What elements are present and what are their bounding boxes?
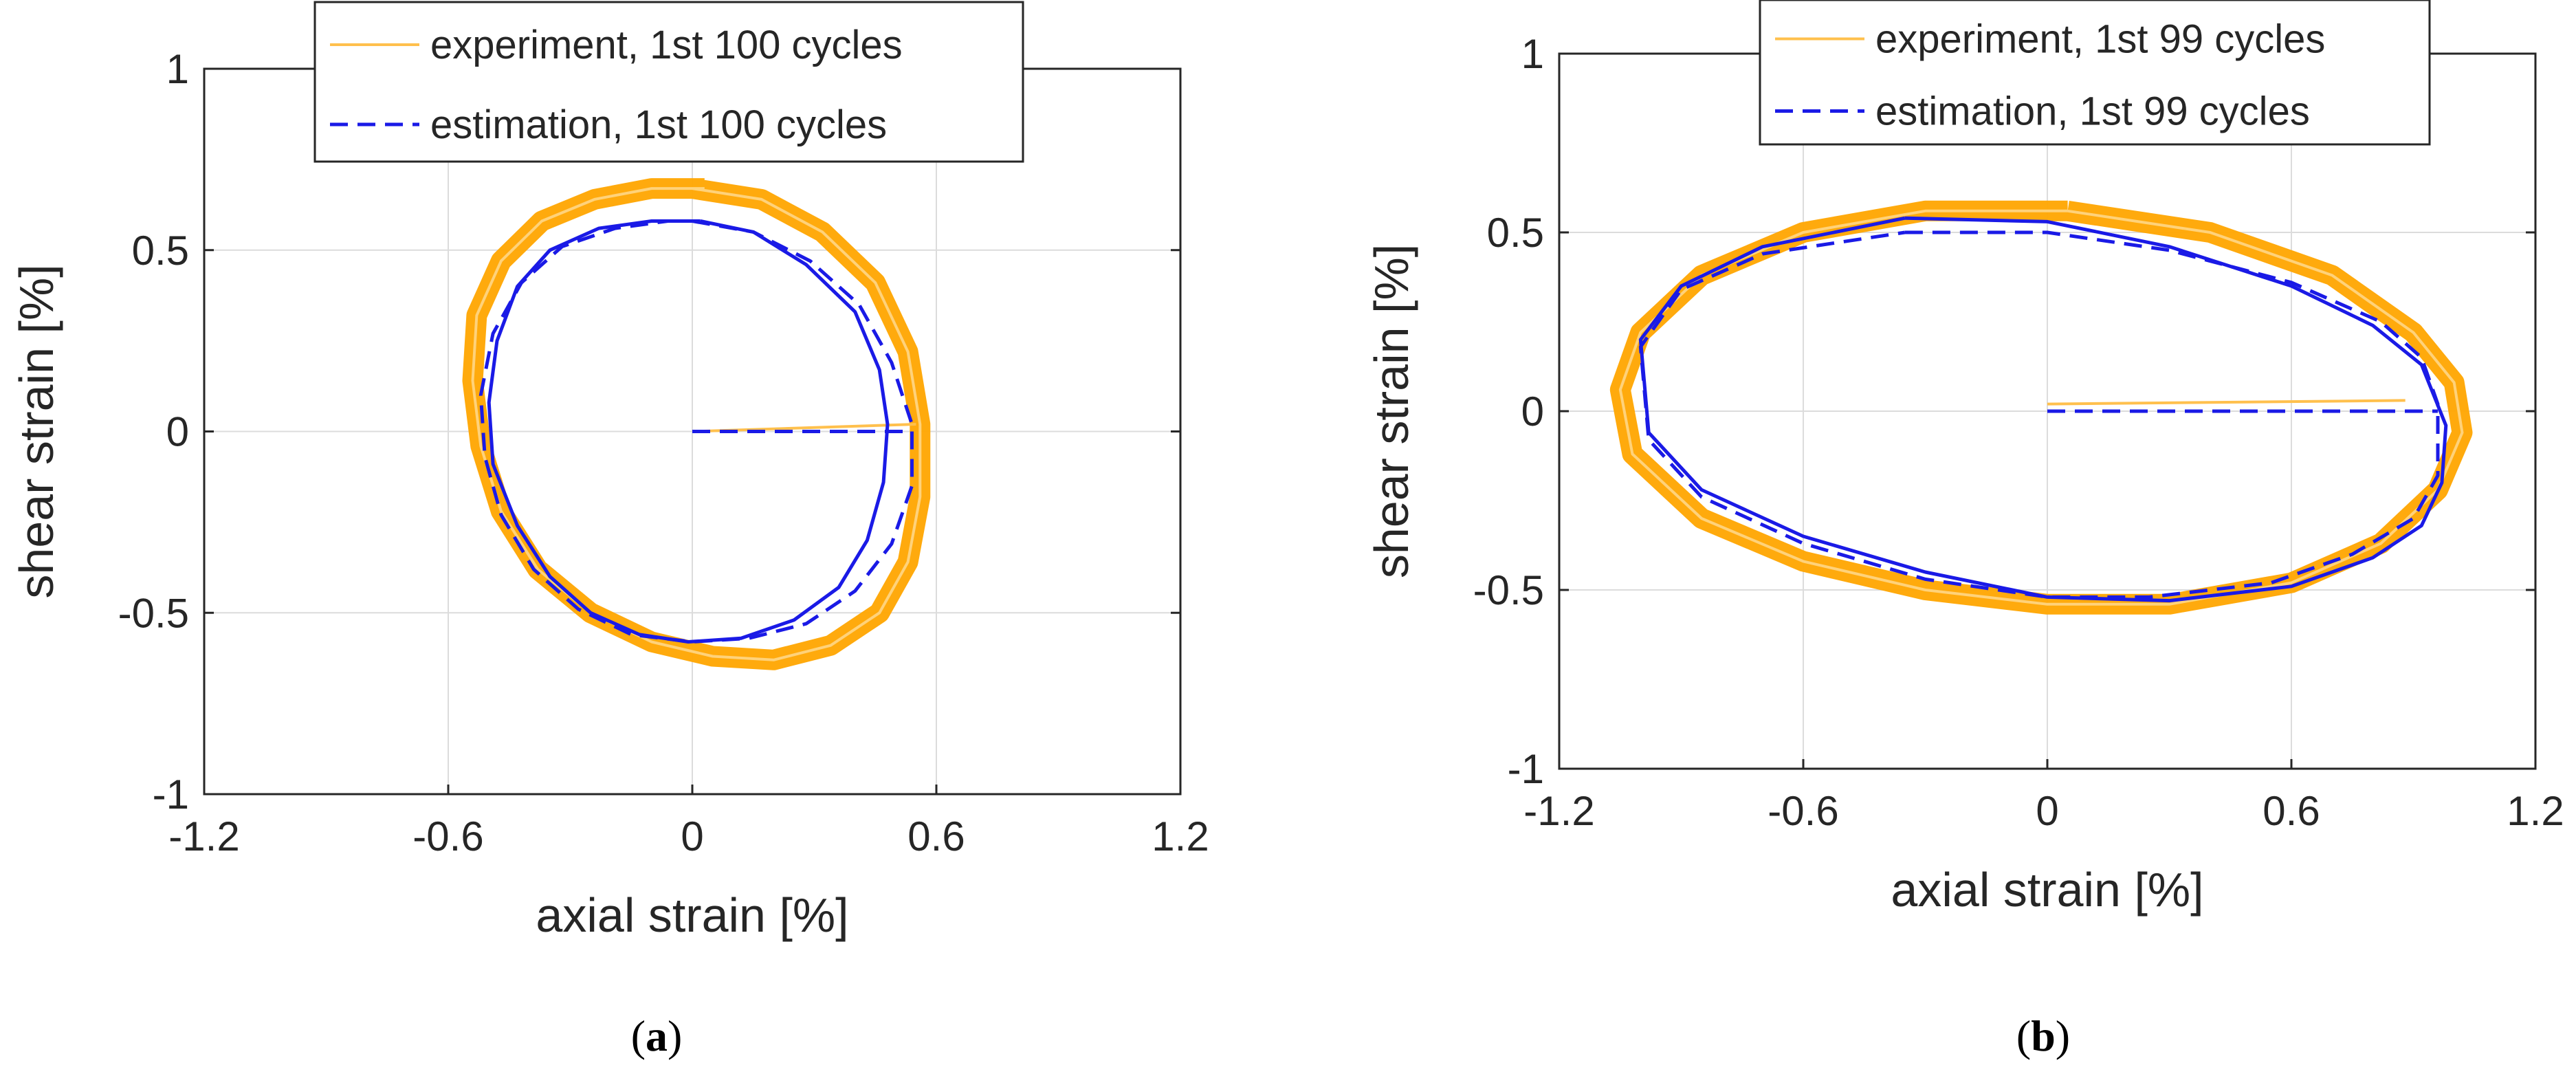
y-tick-label: -1 bbox=[153, 771, 189, 818]
panel-caption: (b) bbox=[2016, 1011, 2070, 1060]
x-tick-label: 0.6 bbox=[2263, 788, 2320, 834]
legend-entry: estimation, 1st 100 cycles bbox=[430, 102, 887, 147]
y-axis-label: shear strain [%] bbox=[1365, 244, 1418, 578]
legend-entry: experiment, 1st 99 cycles bbox=[1875, 17, 2325, 62]
x-tick-label: -0.6 bbox=[412, 813, 483, 859]
x-axis-label: axial strain [%] bbox=[536, 888, 848, 942]
y-tick-label: -0.5 bbox=[1473, 567, 1544, 613]
y-tick-label: 0 bbox=[1521, 388, 1544, 435]
y-tick-label: 0.5 bbox=[1487, 210, 1544, 256]
experiment-series-line bbox=[1618, 209, 2464, 606]
chart-panel-a: -1.2 -0.6 0 0.6 1.2 -1 -0.5 0 0.5 1 axial strain [… bbox=[10, 1, 1209, 1060]
y-tick-label: -1 bbox=[1508, 746, 1544, 792]
x-tick-label: 1.2 bbox=[2507, 788, 2564, 834]
x-tick-label: 0 bbox=[2036, 788, 2058, 834]
y-tick-label: 1 bbox=[1521, 31, 1544, 77]
estimation-series-line bbox=[1638, 230, 2440, 599]
y-tick-label: 0.5 bbox=[132, 228, 189, 274]
legend: experiment, 1st 100 cycles estimation, 1s… bbox=[313, 1, 1024, 163]
chart-panel-b: -1.2 -0.6 0 0.6 1.2 -1 -0.5 0 0.5 1 axial strain [… bbox=[1365, 0, 2564, 1060]
x-tick-label: 1.2 bbox=[1152, 813, 1209, 859]
legend-entry: experiment, 1st 100 cycles bbox=[430, 23, 903, 67]
x-tick-label: 0.6 bbox=[907, 813, 965, 859]
panel-caption: (a) bbox=[631, 1011, 683, 1060]
x-tick-label: -0.6 bbox=[1768, 788, 1838, 834]
experiment-series-line bbox=[471, 187, 922, 661]
x-tick-label: 0 bbox=[681, 813, 703, 859]
experiment-band bbox=[1609, 200, 2473, 615]
x-tick-label: -1.2 bbox=[168, 813, 239, 859]
y-tick-label: 1 bbox=[166, 46, 189, 92]
y-axis-label: shear strain [%] bbox=[10, 264, 63, 598]
y-tick-label: -0.5 bbox=[118, 590, 189, 636]
experiment-series-line bbox=[2047, 399, 2406, 406]
legend: experiment, 1st 99 cycles estimation, 1st… bbox=[1759, 0, 2431, 146]
y-tick-label: 0 bbox=[166, 409, 189, 455]
x-tick-label: -1.2 bbox=[1523, 788, 1594, 834]
x-axis-label: axial strain [%] bbox=[1891, 863, 2203, 917]
legend-entry: estimation, 1st 99 cycles bbox=[1875, 89, 2310, 134]
